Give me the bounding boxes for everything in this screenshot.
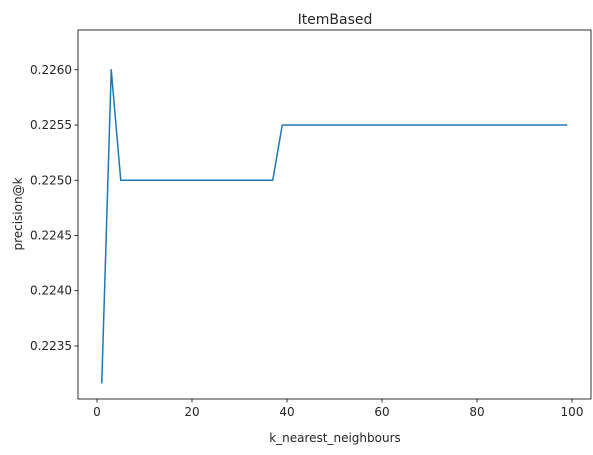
- x-axis-label: k_nearest_neighbours: [269, 431, 401, 445]
- y-tick-label: 0.2240: [30, 284, 72, 298]
- y-tick-label: 0.2255: [30, 118, 72, 132]
- x-tick-label: 100: [561, 405, 584, 419]
- chart-title: ItemBased: [298, 12, 373, 28]
- y-tick-label: 0.2250: [30, 173, 72, 187]
- y-axis-label: precision@k: [11, 177, 25, 250]
- y-axis: 0.2235 0.2240 0.2245 0.2250 0.2255 0.2260: [30, 63, 78, 353]
- x-tick-label: 60: [374, 405, 389, 419]
- y-tick-label: 0.2245: [30, 228, 72, 242]
- y-tick-label: 0.2235: [30, 339, 72, 353]
- y-tick-label: 0.2260: [30, 63, 72, 77]
- axes-frame: [77, 29, 592, 400]
- x-tick-label: 40: [279, 405, 294, 419]
- x-axis: 0 20 40 60 80 100: [93, 399, 583, 419]
- series-line: [101, 69, 568, 384]
- plot-area: [101, 69, 568, 384]
- x-tick-label: 0: [93, 405, 101, 419]
- x-tick-label: 20: [184, 405, 199, 419]
- x-tick-label: 80: [469, 405, 484, 419]
